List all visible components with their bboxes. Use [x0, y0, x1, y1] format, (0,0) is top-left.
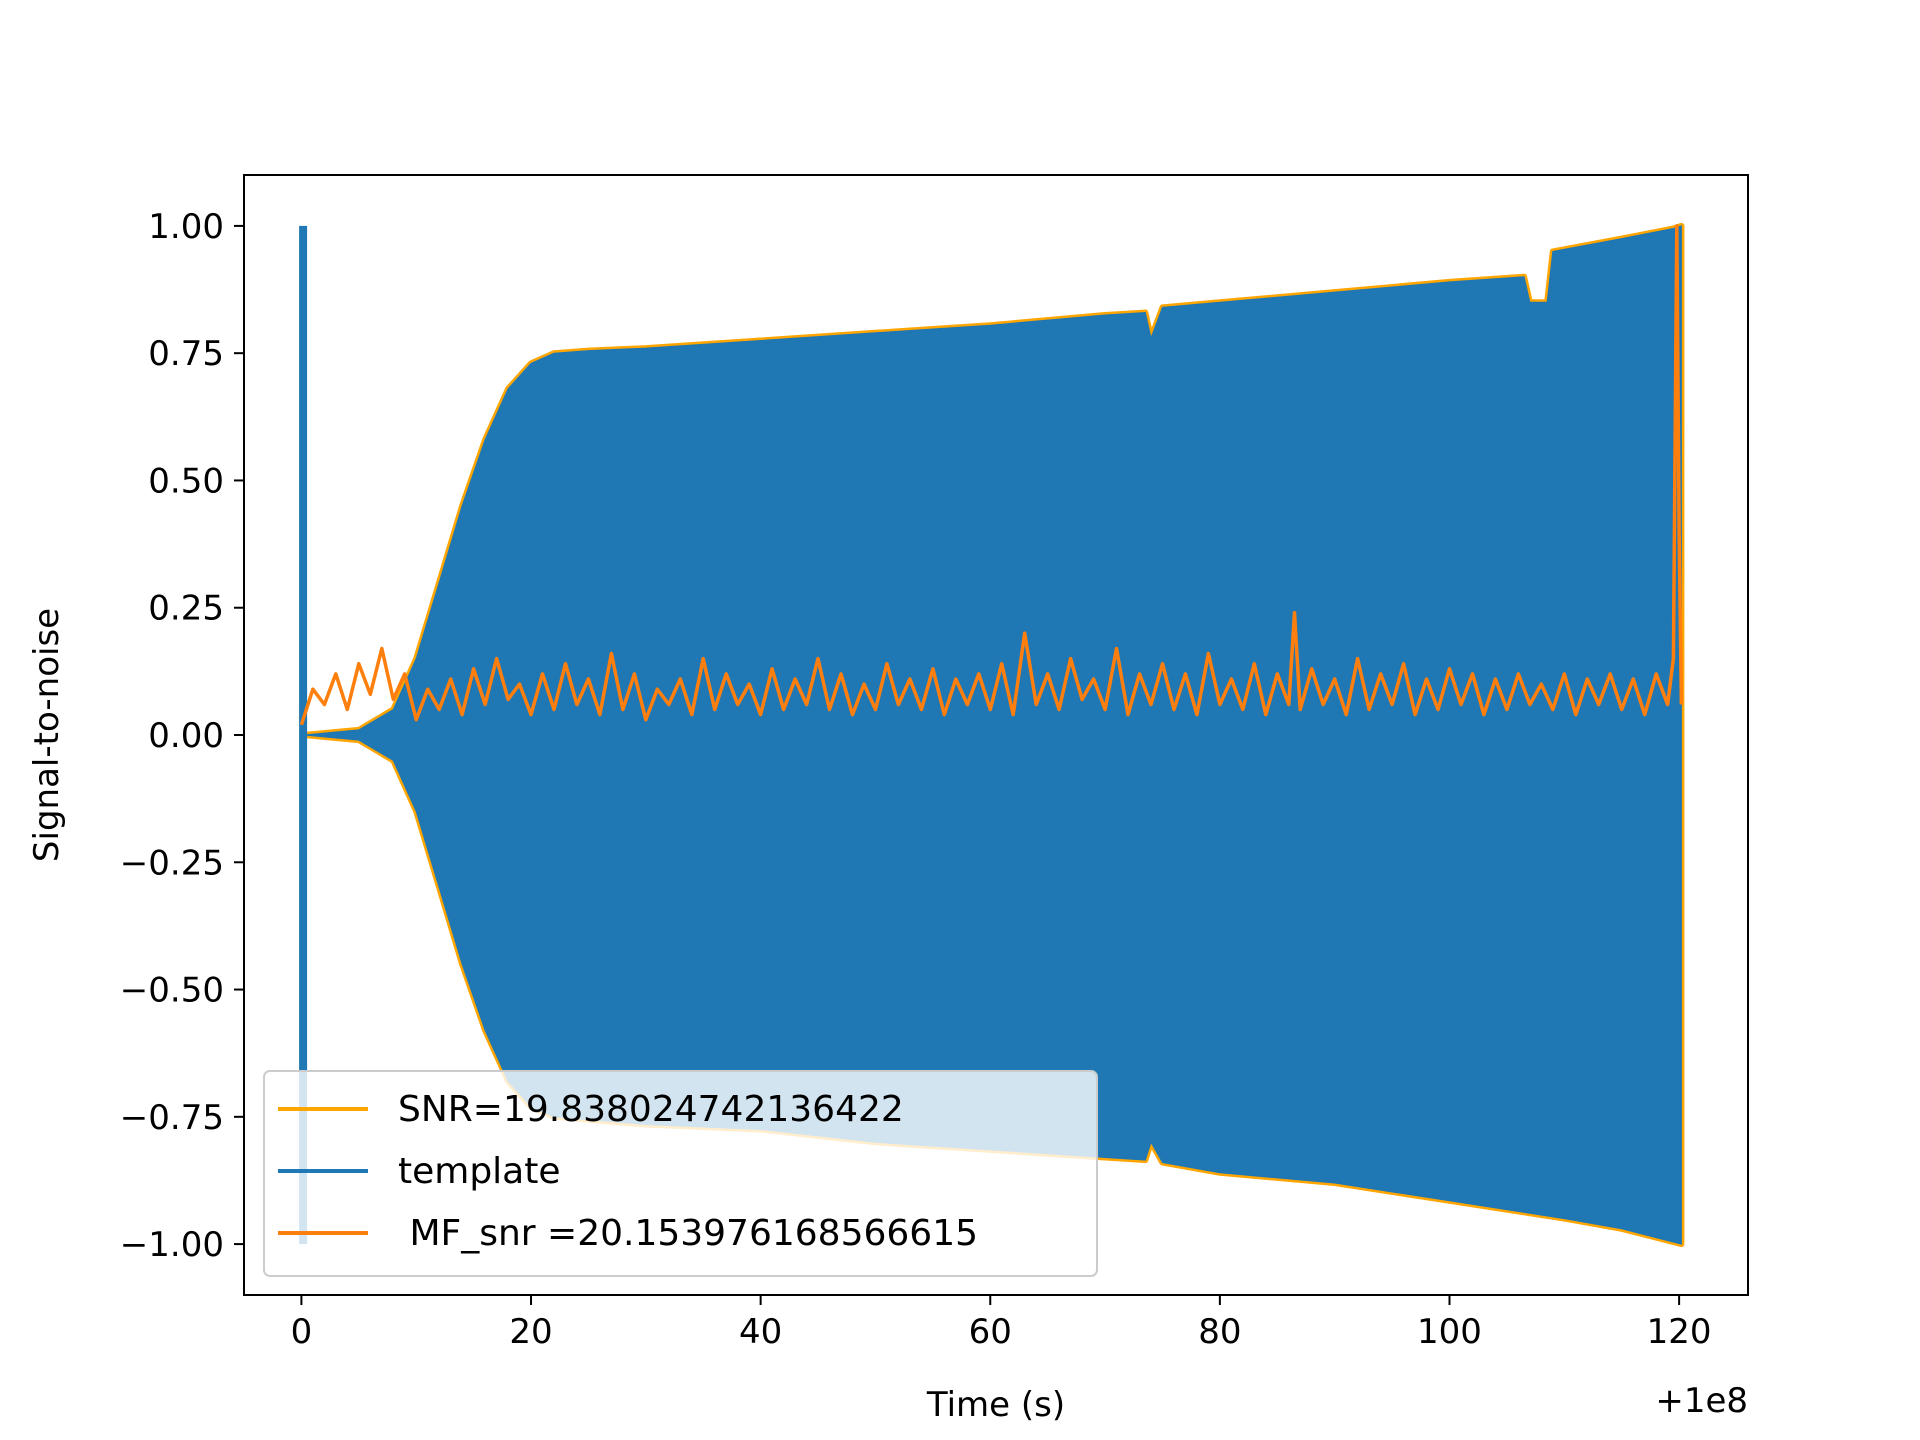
x-tick-label: 40: [739, 1312, 782, 1352]
y-tick-label: 0.50: [148, 461, 224, 501]
legend-label: MF_snr =20.153976168566615: [398, 1213, 978, 1254]
x-tick-label: 0: [291, 1312, 313, 1352]
y-tick-label: 1.00: [148, 207, 224, 247]
y-axis: 1.00 0.75 0.50 0.25 0.00 −0.25 −0.50 −0.75 −1.00: [120, 207, 244, 1265]
y-axis-label: Signal-to-noise: [27, 608, 67, 862]
y-tick-label: −1.00: [120, 1225, 224, 1265]
legend-label: template: [398, 1151, 561, 1192]
y-tick-label: 0.00: [148, 716, 224, 756]
y-tick-label: 0.25: [148, 589, 224, 629]
x-axis: 0 20 40 60 80 100 120: [291, 1295, 1712, 1352]
series-mf-snr-line: [299, 224, 1684, 726]
x-axis-offset-label: +1e8: [1655, 1381, 1748, 1421]
series-template-spike: [299, 225, 308, 1245]
x-axis-label: Time (s): [926, 1385, 1065, 1425]
y-tick-label: −0.50: [120, 971, 224, 1011]
x-tick-label: 80: [1198, 1312, 1241, 1352]
legend: SNR=19.838024742136422 template MF_snr =2…: [263, 1070, 1098, 1277]
x-tick-label: 20: [509, 1312, 552, 1352]
x-tick-label: 120: [1647, 1312, 1712, 1352]
y-tick-label: −0.25: [120, 843, 224, 883]
x-tick-label: 100: [1417, 1312, 1482, 1352]
x-tick-label: 60: [969, 1312, 1012, 1352]
y-tick-label: −0.75: [120, 1098, 224, 1138]
legend-box: [263, 1070, 1098, 1277]
y-tick-label: 0.75: [148, 334, 224, 374]
legend-label: SNR=19.838024742136422: [398, 1089, 904, 1130]
